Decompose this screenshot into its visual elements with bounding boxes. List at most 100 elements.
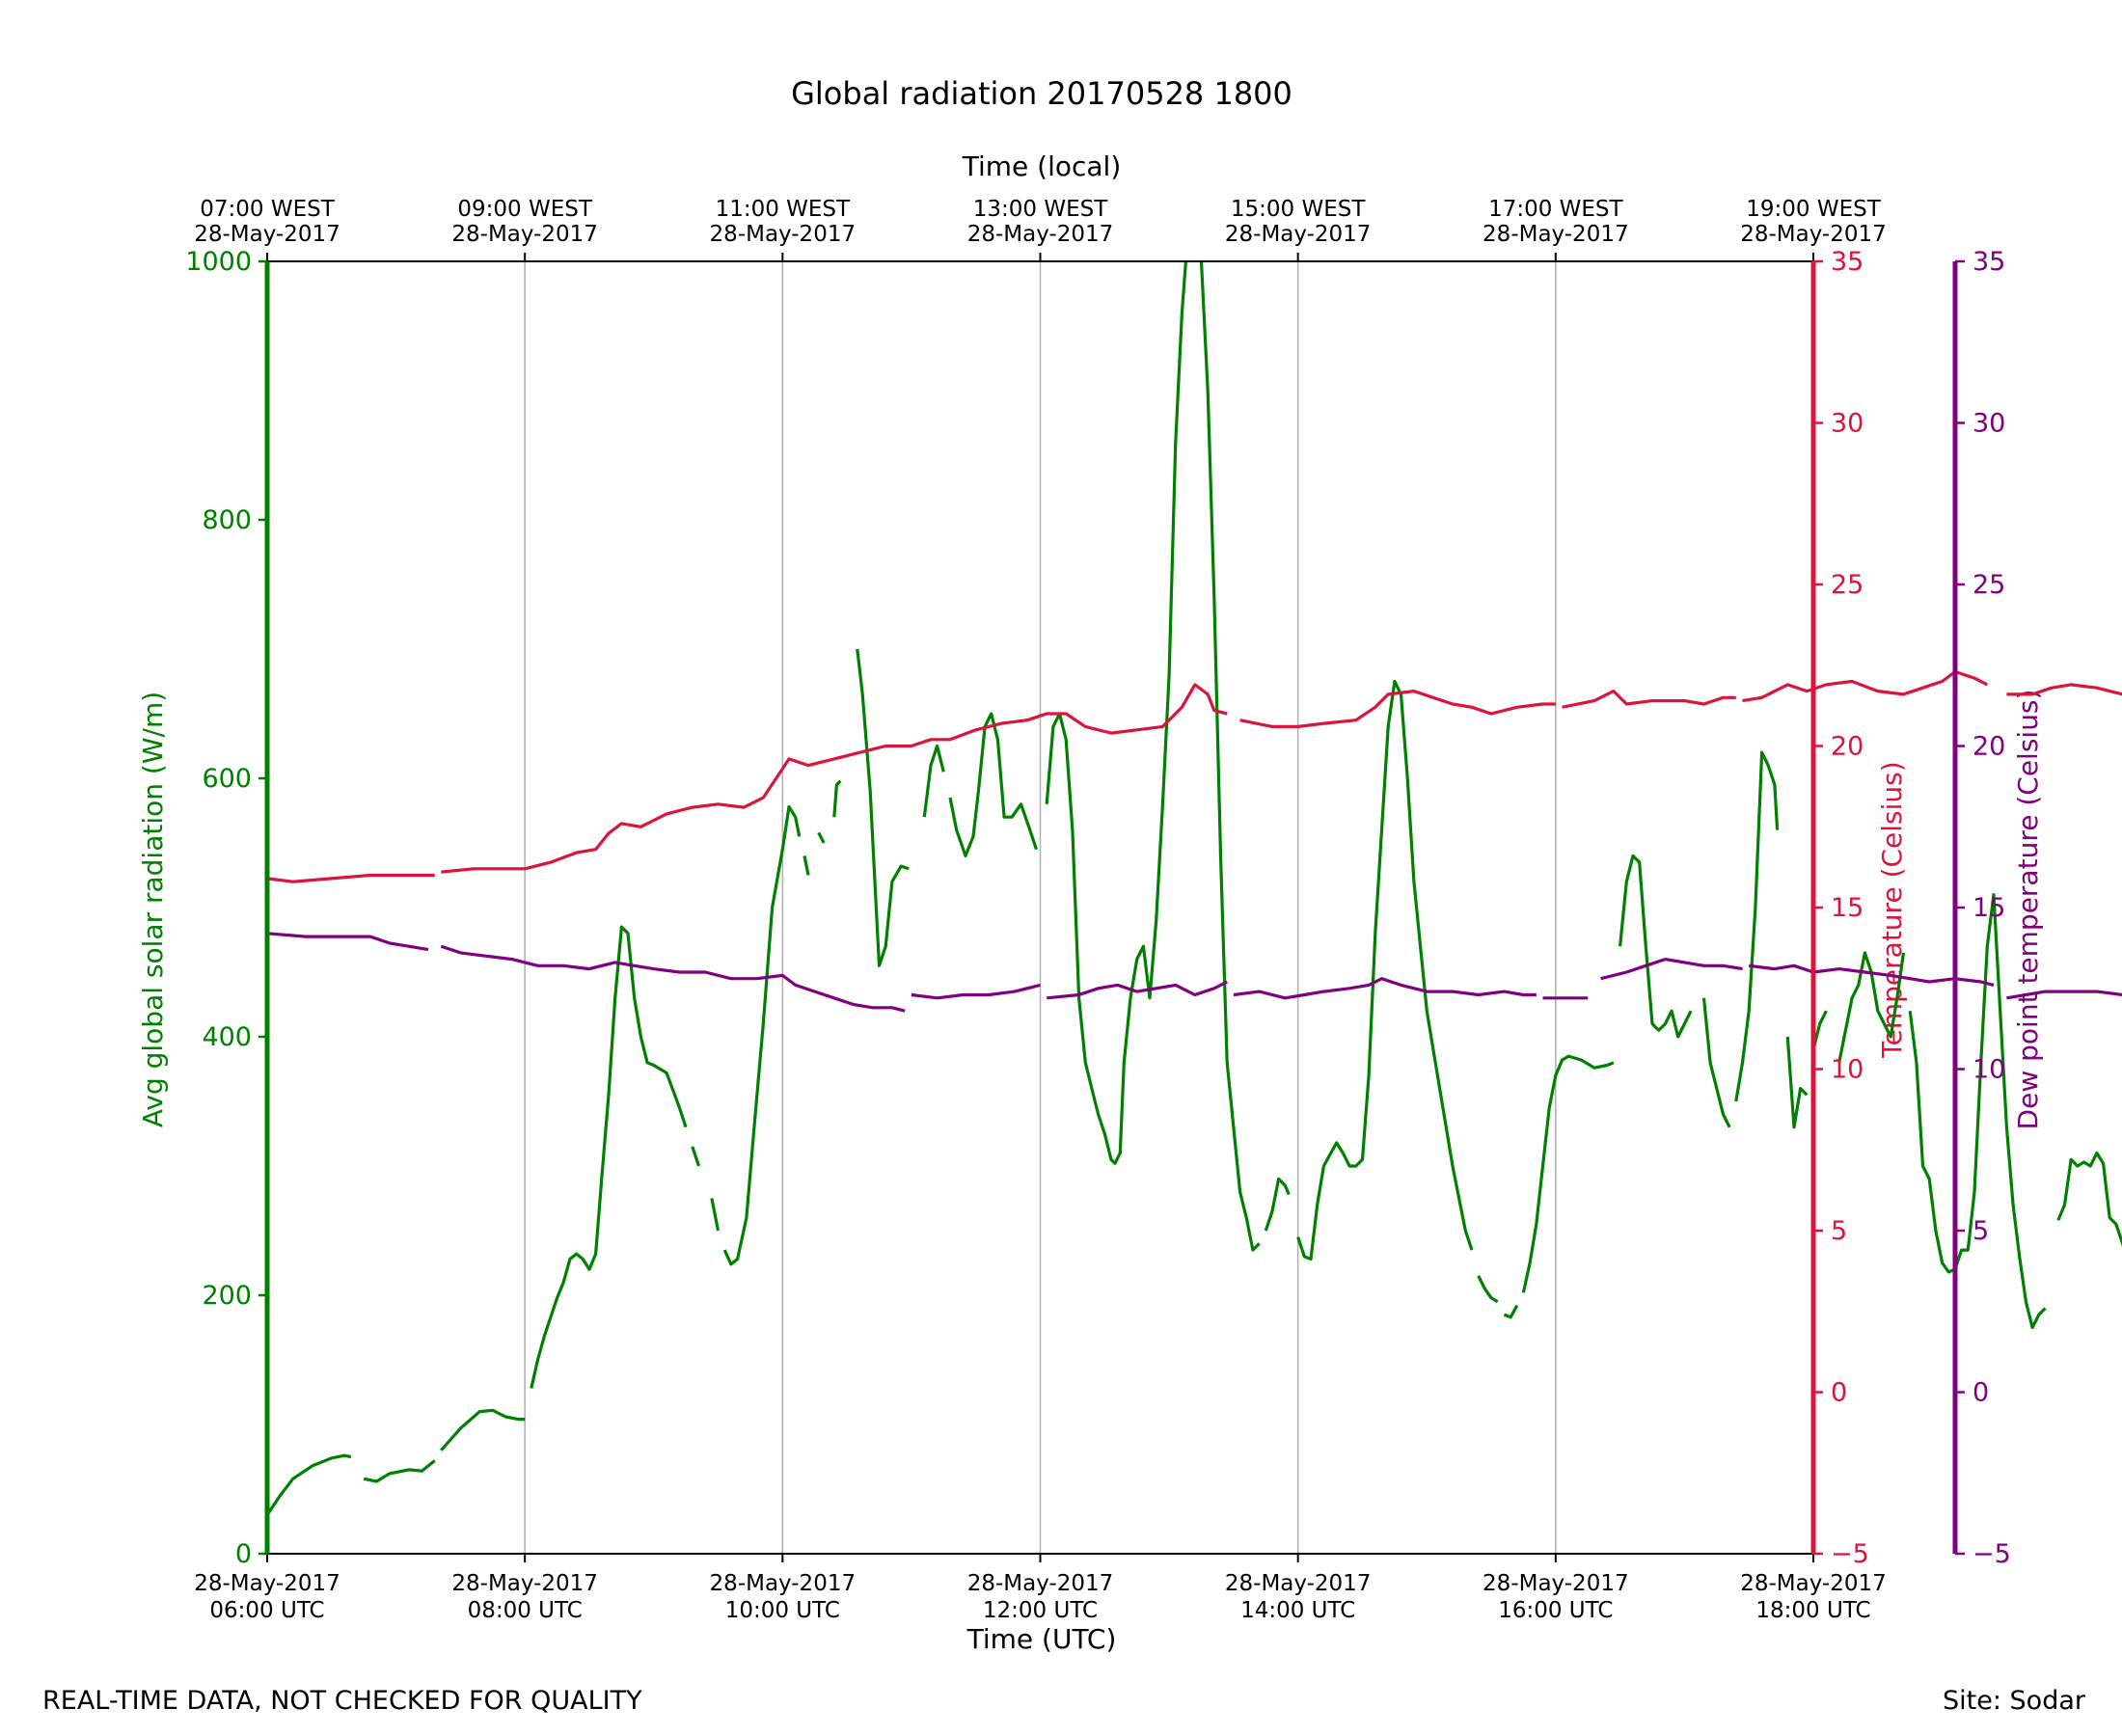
x2-tick-label-date: 28-May-2017 xyxy=(710,222,857,247)
radiation-series-line xyxy=(2056,1151,2122,1248)
top-axis-label: Time (local) xyxy=(962,150,1122,182)
x-tick-label-time: 08:00 UTC xyxy=(468,1598,583,1623)
temperature-tick-label: 25 xyxy=(1831,570,1864,600)
radiation-series-line xyxy=(1619,854,1693,1039)
x-tick-label-time: 18:00 UTC xyxy=(1755,1598,1870,1623)
temperature-series-line xyxy=(1742,669,1989,703)
dewpoint-series-line xyxy=(266,932,429,952)
temperature-series-line xyxy=(441,683,1228,874)
radiation-series-line xyxy=(1199,260,1261,1252)
temperature-tick-label: 10 xyxy=(1831,1055,1864,1085)
radiation-axis-label: Avg global solar radiation (W/m) xyxy=(137,692,169,1127)
dewpoint-axis-label: Dew point temperature (Celsius) xyxy=(2012,690,2044,1130)
x-tick-label-time: 16:00 UTC xyxy=(1498,1598,1613,1623)
temperature-tick-label: 35 xyxy=(1831,247,1864,277)
radiation-tick-label: 800 xyxy=(202,505,252,535)
x2-tick-label-date: 28-May-2017 xyxy=(967,222,1114,247)
x-tick-label-date: 28-May-2017 xyxy=(451,1571,598,1596)
radiation-series-line xyxy=(722,804,802,1266)
chart-title: Global radiation 20170528 1800 xyxy=(791,75,1292,112)
temperature-axis-label: Temperature (Celsius) xyxy=(1876,761,1908,1058)
radiation-series-line xyxy=(440,1408,526,1451)
x-tick-label-date: 28-May-2017 xyxy=(1483,1571,1629,1596)
radiation-series-line xyxy=(1908,892,2047,1330)
x-tick-label-date: 28-May-2017 xyxy=(710,1571,857,1596)
radiation-series-line xyxy=(948,712,1039,858)
temperature-tick-label: 15 xyxy=(1831,893,1864,923)
quality-disclaimer: REAL-TIME DATA, NOT CHECKED FOR QUALITY xyxy=(42,1686,642,1716)
dewpoint-tick-label: 35 xyxy=(1972,247,2005,277)
radiation-series-line xyxy=(265,1453,352,1516)
temperature-series-line xyxy=(266,873,435,883)
radiation-series-line xyxy=(1264,1177,1291,1232)
radiation-series-line xyxy=(691,1146,701,1167)
x-tick-label-date: 28-May-2017 xyxy=(967,1571,1114,1596)
radiation-tick-label: 0 xyxy=(235,1539,252,1569)
radiation-tick-label: 1000 xyxy=(185,247,252,277)
dewpoint-series-line xyxy=(911,983,1041,1000)
dewpoint-tick-label: 30 xyxy=(1972,409,2005,439)
temperature-tick-label: 0 xyxy=(1831,1378,1847,1408)
dewpoint-tick-label: 0 xyxy=(1972,1378,1989,1408)
dewpoint-series-line xyxy=(1749,963,1995,987)
radiation-series-line xyxy=(1503,1304,1519,1319)
dewpoint-series-line xyxy=(440,944,906,1013)
dewpoint-series-line xyxy=(1047,980,1228,1000)
x-tick-label-time: 06:00 UTC xyxy=(209,1598,324,1623)
x-tick-label-date: 28-May-2017 xyxy=(194,1571,340,1596)
radiation-tick-label: 600 xyxy=(202,764,252,794)
x2-tick-label-time: 11:00 WEST xyxy=(716,197,851,222)
x-tick-label-date: 28-May-2017 xyxy=(1740,1571,1887,1596)
dewpoint-tick-label: 20 xyxy=(1972,732,2005,762)
x2-tick-label-date: 28-May-2017 xyxy=(1740,222,1887,247)
dewpoint-series-line xyxy=(1600,957,1743,981)
radiation-series-line xyxy=(710,1198,721,1232)
x2-tick-label-time: 19:00 WEST xyxy=(1746,197,1881,222)
dewpoint-tick-label: 5 xyxy=(1972,1216,1989,1246)
x2-tick-label-date: 28-May-2017 xyxy=(1483,222,1629,247)
radiation-series-line xyxy=(817,831,826,844)
dewpoint-tick-label: 15 xyxy=(1972,893,2005,923)
radiation-series-line xyxy=(1837,951,1906,1064)
radiation-series-line xyxy=(1785,1036,1809,1129)
site-label: Site: Sodar xyxy=(1943,1686,2085,1716)
radiation-series-line xyxy=(856,648,910,967)
radiation-series-line xyxy=(1521,1054,1615,1293)
dewpoint-tick-label: −5 xyxy=(1972,1539,2011,1569)
radiation-series-line xyxy=(1045,260,1187,1165)
x2-tick-label-time: 13:00 WEST xyxy=(973,197,1108,222)
x2-tick-label-time: 07:00 WEST xyxy=(200,197,335,222)
temperature-tick-label: −5 xyxy=(1831,1539,1869,1569)
bottom-axis-label: Time (UTC) xyxy=(966,1623,1117,1655)
temperature-tick-label: 30 xyxy=(1831,409,1864,439)
x-tick-label-time: 10:00 UTC xyxy=(725,1598,840,1623)
x2-tick-label-date: 28-May-2017 xyxy=(451,222,598,247)
series-layer xyxy=(265,260,2122,1516)
radiation-series-line xyxy=(832,779,842,818)
radiation-series-line xyxy=(1296,679,1474,1261)
radiation-series-line xyxy=(1701,997,1731,1128)
x2-tick-label-date: 28-May-2017 xyxy=(1225,222,1372,247)
radiation-tick-label: 200 xyxy=(202,1281,252,1311)
temperature-series-line xyxy=(1562,689,1736,709)
dewpoint-tick-label: 25 xyxy=(1972,570,2005,600)
radiation-series-line xyxy=(530,925,688,1389)
x2-tick-label-date: 28-May-2017 xyxy=(194,222,340,247)
dewpoint-series-line xyxy=(2006,990,2122,1000)
x-tick-label-time: 12:00 UTC xyxy=(983,1598,1098,1623)
radiation-series-line xyxy=(803,855,810,876)
x2-tick-label-time: 15:00 WEST xyxy=(1231,197,1366,222)
dewpoint-tick-label: 10 xyxy=(1972,1055,2005,1085)
x2-tick-label-time: 17:00 WEST xyxy=(1488,197,1623,222)
radiation-tick-label: 400 xyxy=(202,1022,252,1052)
x-tick-label-time: 14:00 UTC xyxy=(1240,1598,1355,1623)
temperature-series-line xyxy=(1239,689,1556,729)
x2-tick-label-time: 09:00 WEST xyxy=(457,197,592,222)
dewpoint-series-line xyxy=(1233,977,1537,1000)
grid-layer xyxy=(524,261,1557,1554)
temperature-series-line xyxy=(2006,683,2122,696)
radiation-series-line xyxy=(922,744,945,818)
x-tick-label-date: 28-May-2017 xyxy=(1225,1571,1372,1596)
